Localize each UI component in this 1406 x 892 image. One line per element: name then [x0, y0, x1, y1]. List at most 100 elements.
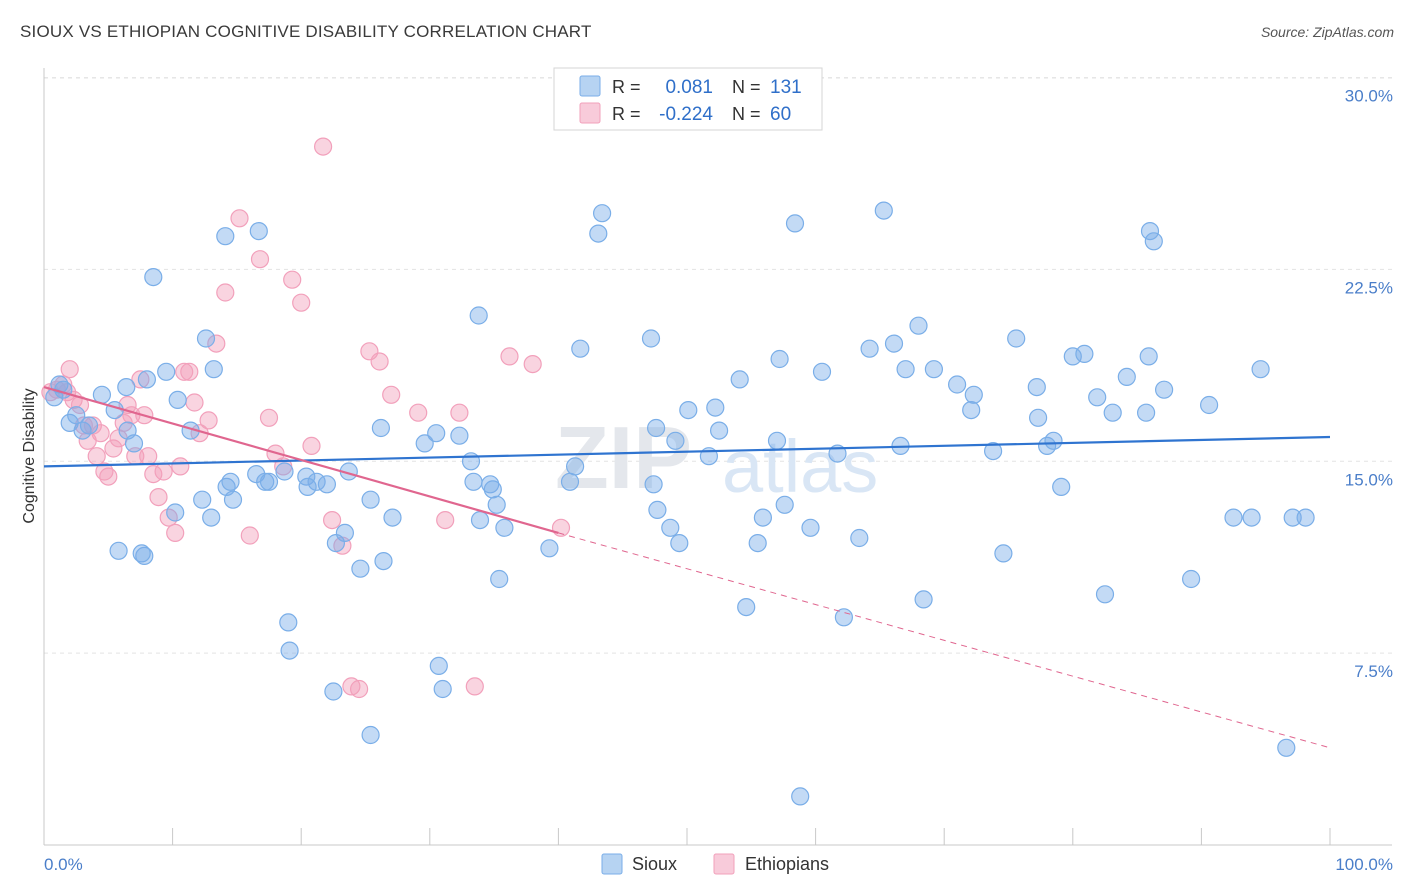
sioux-point	[132, 544, 151, 563]
sioux-point	[204, 360, 223, 379]
y-axis-title: Cognitive Disability	[21, 388, 38, 523]
sioux-point	[860, 339, 879, 358]
sioux-point	[1075, 344, 1094, 363]
y-tick-labels: 7.5% 15.0% 22.5% 30.0%	[1345, 87, 1393, 682]
sioux-point	[79, 416, 99, 435]
sioux-point	[737, 597, 756, 617]
sioux-point	[1251, 360, 1270, 379]
sioux-point	[644, 475, 663, 494]
sioux-point	[249, 222, 268, 241]
ethiopians-trendline-extension	[558, 532, 1331, 749]
legend-r-label-ethiopians: R =	[612, 104, 641, 124]
sioux-point	[1117, 367, 1136, 386]
sioux-point	[335, 523, 354, 543]
sioux-point	[1144, 232, 1163, 251]
sioux-point	[1283, 508, 1302, 527]
sioux-point	[1242, 508, 1261, 527]
sioux-point	[461, 452, 481, 471]
y-tick-label: 30.0%	[1345, 87, 1393, 106]
legend-r-value-ethiopians: -0.224	[659, 104, 713, 125]
ethiopians-point	[131, 370, 150, 389]
watermark: ZIP atlas	[555, 408, 878, 508]
ethiopians-point	[87, 447, 106, 466]
ethiopians-point	[144, 465, 163, 484]
sioux-point	[280, 641, 299, 660]
sioux-point	[1103, 403, 1122, 422]
sioux-point	[1028, 408, 1048, 427]
sioux-point	[275, 462, 294, 481]
sioux-point	[483, 480, 502, 499]
sioux-point	[1063, 347, 1082, 366]
sioux-point	[670, 533, 689, 553]
bottom-legend-swatch-sioux	[601, 853, 623, 875]
sioux-point	[259, 472, 279, 491]
ethiopians-point	[104, 439, 123, 458]
sioux-point	[589, 224, 608, 243]
axes	[43, 68, 1392, 846]
top-legend: R = 0.081 N = 131 R = -0.224 N = 60	[553, 67, 823, 131]
watermark-zip: ZIP	[555, 408, 692, 507]
sioux-point	[770, 349, 789, 369]
sioux-point	[193, 490, 212, 509]
sioux-point	[196, 329, 216, 348]
sioux-point	[767, 431, 787, 450]
bottom-legend-label-sioux: Sioux	[632, 854, 677, 874]
ethiopians-point	[240, 526, 259, 545]
sioux-point	[144, 268, 163, 287]
sioux-point	[481, 475, 500, 494]
sioux-point	[1088, 388, 1107, 407]
bottom-legend-swatch-ethiopians	[713, 853, 735, 875]
sioux-point	[661, 518, 680, 537]
sioux-point	[1140, 222, 1160, 241]
sioux-point	[753, 508, 773, 527]
ethiopians-point	[350, 679, 369, 699]
sioux-point	[646, 418, 666, 438]
sioux-point	[648, 500, 667, 519]
sioux-point	[216, 227, 235, 246]
sioux-point	[924, 360, 944, 379]
sioux-point	[706, 398, 725, 417]
sioux-point	[666, 431, 685, 450]
legend-swatch-sioux	[579, 75, 601, 97]
x-tick-label-min: 0.0%	[44, 855, 83, 874]
sioux-point	[909, 316, 928, 335]
ethiopians-point	[292, 293, 311, 312]
sioux-point	[914, 590, 933, 609]
sioux-point	[834, 608, 854, 627]
sioux-point	[1027, 378, 1046, 397]
sioux-point	[1181, 569, 1201, 589]
sioux-point	[464, 472, 483, 491]
sioux-point	[1139, 347, 1158, 366]
legend-n-label-ethiopians: N =	[732, 104, 761, 124]
ethiopians-point	[450, 403, 469, 422]
chart-title: SIOUX VS ETHIOPIAN COGNITIVE DISABILITY …	[20, 22, 592, 41]
sioux-point	[884, 334, 904, 353]
y-tick-label: 7.5%	[1354, 662, 1393, 681]
ethiopians-point	[199, 411, 218, 430]
sioux-trendline	[43, 435, 1331, 468]
sioux-point	[124, 434, 144, 453]
legend-n-value-ethiopians: 60	[770, 104, 791, 125]
sioux-point	[775, 495, 794, 514]
ethiopians-point	[185, 393, 204, 412]
sioux-point	[801, 518, 820, 537]
legend-n-label-sioux: N =	[732, 77, 761, 97]
sioux-point	[135, 546, 154, 566]
sioux-point	[168, 390, 187, 409]
sioux-point	[298, 477, 317, 496]
sioux-point	[874, 201, 893, 220]
sioux-point	[433, 679, 452, 699]
sioux-point	[730, 370, 749, 389]
chart-source: Source: ZipAtlas.com	[1260, 24, 1394, 40]
sioux-point	[994, 544, 1013, 563]
ethiopians-point	[323, 510, 342, 530]
sioux-point	[1044, 431, 1063, 450]
ethiopians-point	[436, 510, 455, 530]
x-tick-label-max: 100.0%	[1335, 855, 1393, 874]
sioux-point	[540, 539, 559, 558]
sioux-point	[560, 472, 580, 491]
sioux-point	[565, 457, 585, 476]
ethiopians-point	[500, 347, 519, 366]
ethiopians-point	[230, 209, 249, 228]
